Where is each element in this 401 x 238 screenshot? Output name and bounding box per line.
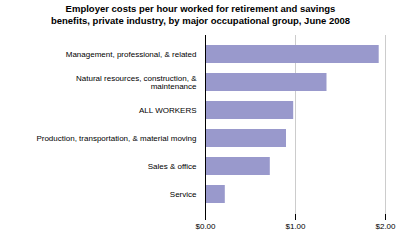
svg-text:Service: Service [170,190,197,199]
svg-text:$0.00: $0.00 [195,222,216,231]
svg-text:Management, professional, & re: Management, professional, & related [66,50,197,59]
svg-text:ALL WORKERS: ALL WORKERS [139,106,197,115]
svg-text:$1.00: $1.00 [285,222,306,231]
svg-text:Natural resources, constructio: Natural resources, construction, &mainte… [76,74,197,91]
html-text:Employer costs per hour worked: Employer costs per hour worked for retir… [50,3,351,26]
svg-text:$2.00: $2.00 [375,222,396,231]
svg-text:Production, transportation, &: Production, transportation, & material m… [36,134,196,143]
svg-text:Sales & office: Sales & office [148,162,197,171]
